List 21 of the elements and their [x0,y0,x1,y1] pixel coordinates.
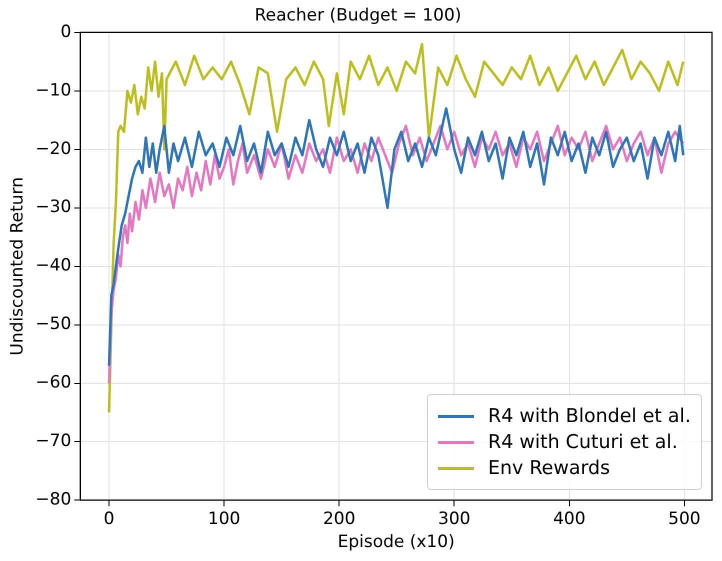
x-axis-title: Episode (x10) [338,532,455,552]
y-tick-label: −70 [35,431,72,452]
y-tick-label: −80 [35,490,72,510]
chart-title: Reacher (Budget = 100) [254,6,462,26]
x-tick-label: 500 [668,508,701,529]
y-tick-label: −50 [35,314,72,334]
y-tick-label: −10 [35,80,72,100]
y-tick-label: −20 [35,138,72,159]
x-tick-label: 300 [438,508,470,529]
y-tick-label: −40 [35,256,72,276]
y-tick-label: 0 [60,22,72,42]
x-tick-label: 400 [553,508,586,529]
x-tick-label: 100 [208,508,240,529]
legend-label: R4 with Blondel et al. [488,405,691,428]
y-tick-label: −30 [35,197,72,218]
y-tick-label: −60 [35,372,72,393]
y-axis-title: Undiscounted Return [8,176,28,356]
x-tick-label: 0 [104,508,114,529]
legend-label: Env Rewards [488,457,610,480]
legend-label: R4 with Cuturi et al. [488,431,678,454]
x-tick-label: 200 [322,508,356,529]
